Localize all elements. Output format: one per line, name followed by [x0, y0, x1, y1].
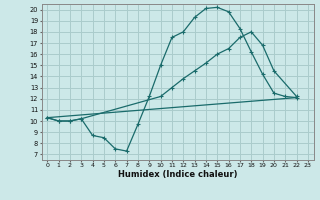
X-axis label: Humidex (Indice chaleur): Humidex (Indice chaleur)	[118, 170, 237, 179]
